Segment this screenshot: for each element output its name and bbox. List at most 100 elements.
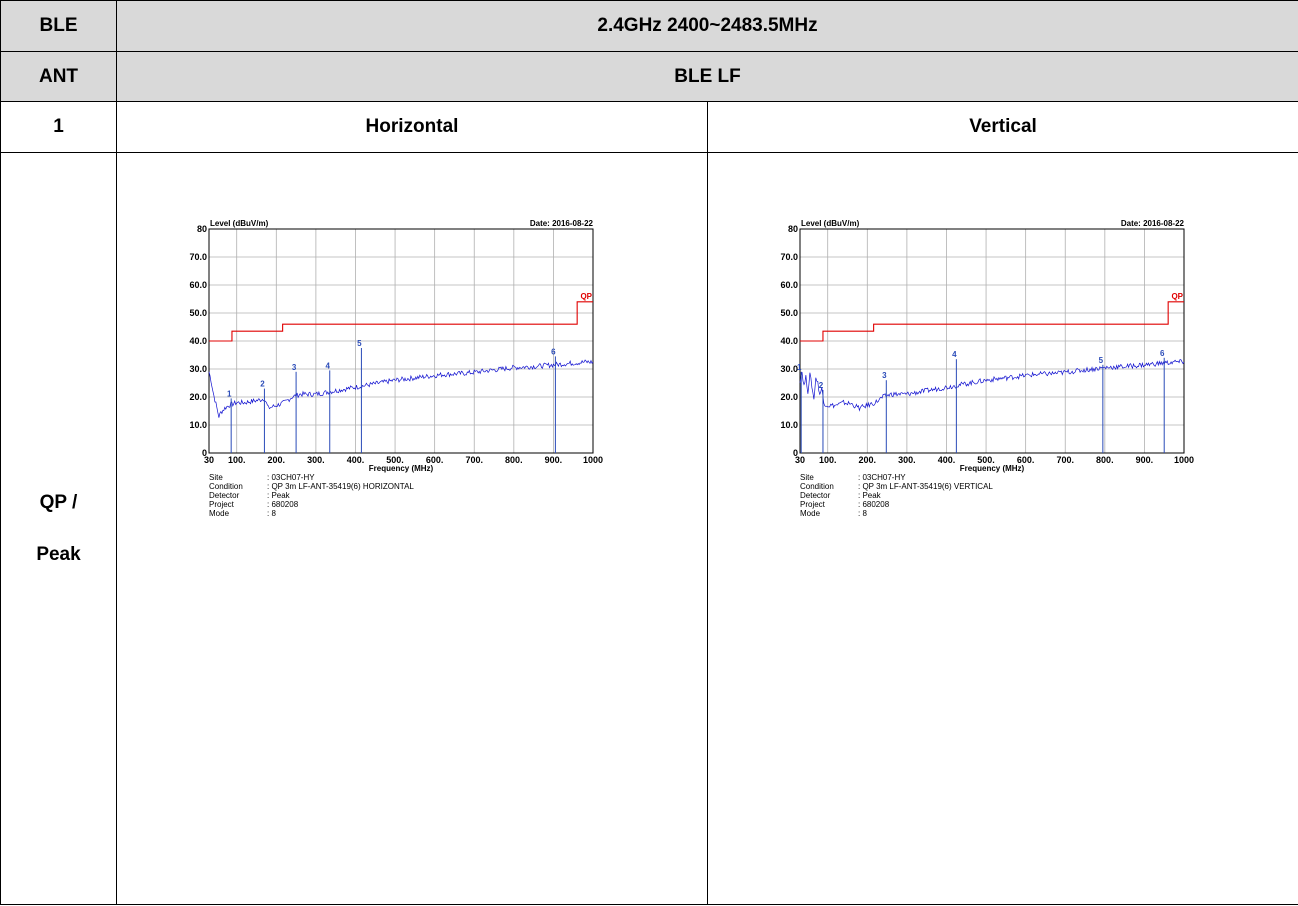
info-key: Mode bbox=[800, 509, 821, 518]
x-tick-label: 30 bbox=[204, 455, 214, 465]
x-tick-label: 700. bbox=[1056, 455, 1074, 465]
marker-label-3: 3 bbox=[882, 371, 887, 380]
ant-value: BLE LF bbox=[116, 51, 1298, 102]
x-tick-label: 300. bbox=[898, 455, 916, 465]
marker-label-4: 4 bbox=[952, 350, 957, 359]
y-tick-label: 40.0 bbox=[780, 336, 798, 346]
marker-label-2: 2 bbox=[260, 380, 265, 389]
detector-label-line1: QP / bbox=[39, 491, 78, 513]
y-tick-label: 60.0 bbox=[189, 280, 207, 290]
band-row: BLE 2.4GHz 2400~2483.5MHz bbox=[0, 0, 1298, 52]
emission-chart-svg: 0 10.0 20.0 30.0 40.0 50.0 60.0 70.0 80 30 100. 200… bbox=[189, 219, 603, 473]
x-axis-label: Frequency (MHz) bbox=[960, 464, 1025, 473]
y-tick-label: 80 bbox=[197, 224, 207, 234]
x-tick-label: 500. bbox=[977, 455, 995, 465]
test-info-block: Site : 03CH07-HY Condition : QP 3m LF-ANT-3… bbox=[209, 473, 414, 518]
horizontal-emission-chart: 0 10.0 20.0 30.0 40.0 50.0 60.0 70.0 80 30 100. 200… bbox=[187, 215, 647, 545]
x-tick-label: 100. bbox=[228, 455, 246, 465]
info-key: Condition bbox=[209, 482, 243, 491]
y-tick-label: 70.0 bbox=[189, 252, 207, 262]
x-tick-label: 600. bbox=[426, 455, 444, 465]
ant-label: ANT bbox=[0, 51, 117, 102]
marker-label-5: 5 bbox=[1099, 356, 1104, 365]
x-tick-label: 300. bbox=[307, 455, 325, 465]
info-value: : 680208 bbox=[267, 500, 299, 509]
info-key: Project bbox=[800, 500, 825, 509]
info-value: : QP 3m LF-ANT-35419(6) HORIZONTAL bbox=[267, 482, 414, 491]
info-key: Mode bbox=[209, 509, 230, 518]
qp-limit-label: QP bbox=[580, 292, 592, 301]
col-horizontal: Horizontal bbox=[116, 101, 708, 153]
y-axis-label: Level (dBuV/m) bbox=[210, 219, 269, 228]
y-tick-label: 80 bbox=[788, 224, 798, 234]
marker-label-1: 1 bbox=[227, 389, 232, 398]
info-value: : 8 bbox=[858, 509, 867, 518]
band-value: 2.4GHz 2400~2483.5MHz bbox=[116, 0, 1298, 52]
y-tick-label: 30.0 bbox=[189, 364, 207, 374]
info-value: : 03CH07-HY bbox=[267, 473, 315, 482]
x-tick-label: 400. bbox=[347, 455, 365, 465]
info-key: Site bbox=[209, 473, 223, 482]
info-key: Detector bbox=[209, 491, 240, 500]
detector-label: QP / Peak bbox=[0, 152, 117, 905]
y-tick-label: 50.0 bbox=[189, 308, 207, 318]
x-tick-label: 800. bbox=[505, 455, 523, 465]
x-tick-label: 500. bbox=[386, 455, 404, 465]
marker-label-2: 2 bbox=[819, 381, 824, 390]
grid bbox=[799, 228, 1185, 454]
emission-trace bbox=[208, 359, 594, 418]
antenna-row: ANT BLE LF bbox=[0, 51, 1298, 102]
info-row: Site: 03CH07-HY bbox=[800, 473, 993, 482]
vertical-emission-chart: 0 10.0 20.0 30.0 40.0 50.0 60.0 70.0 80 30 100. 200… bbox=[778, 215, 1238, 545]
x-tick-label: 100. bbox=[819, 455, 837, 465]
band-label: BLE bbox=[0, 0, 117, 52]
info-row: Condition : QP 3m LF-ANT-35419(6) HORIZON… bbox=[209, 482, 414, 491]
y-tick-label: 20.0 bbox=[780, 392, 798, 402]
x-tick-label: 200. bbox=[268, 455, 286, 465]
y-axis-label: Level (dBuV/m) bbox=[801, 219, 860, 228]
info-row: Mode : 8 bbox=[209, 509, 414, 518]
qp-limit-label: QP bbox=[1171, 292, 1183, 301]
info-key: Site bbox=[800, 473, 814, 482]
qp-limit-line bbox=[800, 301, 1184, 342]
x-tick-label: 700. bbox=[465, 455, 483, 465]
emission-trace bbox=[799, 359, 1185, 412]
vertical-plot-cell: 0 10.0 20.0 30.0 40.0 50.0 60.0 70.0 80 30 100. 200… bbox=[707, 152, 1298, 905]
marker-label-4: 4 bbox=[326, 361, 331, 370]
polarization-row: 1 Horizontal Vertical bbox=[0, 101, 1298, 153]
info-row: Site : 03CH07-HY bbox=[209, 473, 414, 482]
info-value: : Peak bbox=[267, 491, 290, 500]
info-row: Project: 680208 bbox=[209, 500, 414, 509]
emission-chart-svg: 0 10.0 20.0 30.0 40.0 50.0 60.0 70.0 80 30 100. 200… bbox=[780, 219, 1194, 473]
test-info-block: Site: 03CH07-HY Condition : QP 3m LF-ANT-3… bbox=[800, 473, 993, 518]
x-tick-label: 400. bbox=[938, 455, 956, 465]
info-value: : QP 3m LF-ANT-35419(6) VERTICAL bbox=[858, 482, 993, 491]
x-tick-label: 1000 bbox=[1174, 455, 1194, 465]
grid bbox=[208, 228, 594, 454]
detector-label-line2: Peak bbox=[36, 543, 81, 565]
plot-row: QP / Peak 0 10.0 20.0 30.0 40.0 50.0 60.0 70.0 8… bbox=[0, 152, 1298, 905]
x-tick-label: 1000 bbox=[583, 455, 603, 465]
index-label: 1 bbox=[0, 101, 117, 153]
y-tick-label: 30.0 bbox=[780, 364, 798, 374]
y-tick-label: 0 bbox=[793, 448, 798, 458]
horizontal-plot-cell: 0 10.0 20.0 30.0 40.0 50.0 60.0 70.0 80 30 100. 200… bbox=[116, 152, 708, 905]
marker-label-6: 6 bbox=[551, 347, 556, 356]
col-vertical: Vertical bbox=[707, 101, 1298, 153]
x-tick-label: 30 bbox=[795, 455, 805, 465]
y-tick-label: 10.0 bbox=[189, 420, 207, 430]
info-key: Detector bbox=[800, 491, 831, 500]
x-tick-label: 900. bbox=[1136, 455, 1154, 465]
info-row: Project : 680208 bbox=[800, 500, 993, 509]
x-tick-label: 600. bbox=[1017, 455, 1035, 465]
date-label: Date: 2016-08-22 bbox=[1121, 219, 1185, 228]
marker-label-6: 6 bbox=[1160, 349, 1165, 358]
info-value: : 8 bbox=[267, 509, 276, 518]
date-label: Date: 2016-08-22 bbox=[530, 219, 594, 228]
x-tick-label: 900. bbox=[545, 455, 563, 465]
info-key: Condition bbox=[800, 482, 834, 491]
info-row: Condition : QP 3m LF-ANT-35419(6) VERTICA… bbox=[800, 482, 993, 491]
x-tick-label: 200. bbox=[859, 455, 877, 465]
info-value: : 680208 bbox=[858, 500, 890, 509]
